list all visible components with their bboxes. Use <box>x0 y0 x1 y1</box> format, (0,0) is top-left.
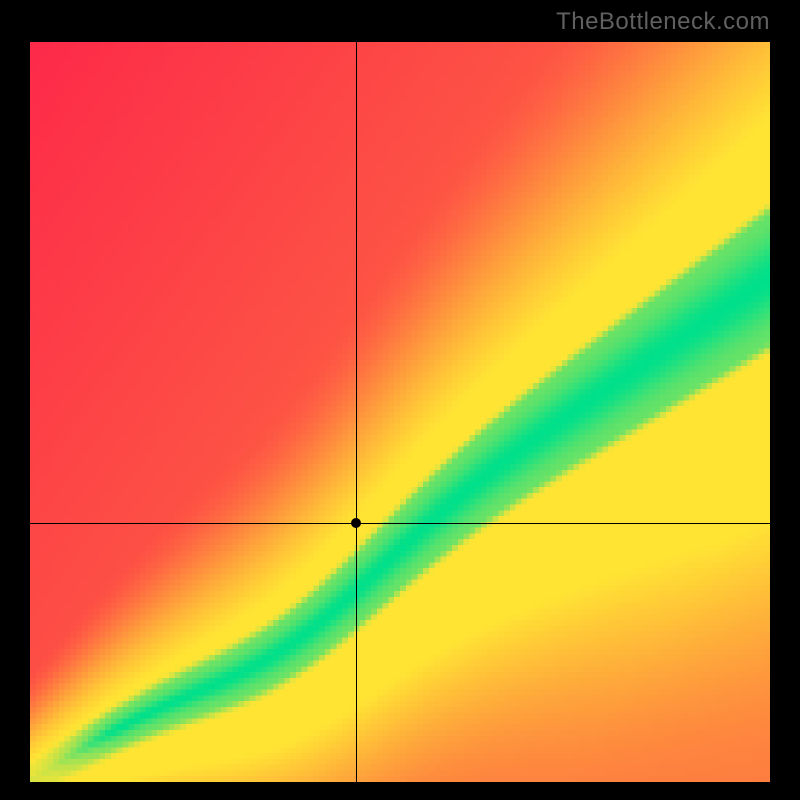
marker-dot <box>351 518 361 528</box>
watermark-text: TheBottleneck.com <box>556 8 770 36</box>
crosshair-vertical <box>356 42 357 782</box>
plot-area <box>30 42 770 782</box>
heatmap-canvas <box>30 42 770 782</box>
crosshair-horizontal <box>30 523 770 524</box>
